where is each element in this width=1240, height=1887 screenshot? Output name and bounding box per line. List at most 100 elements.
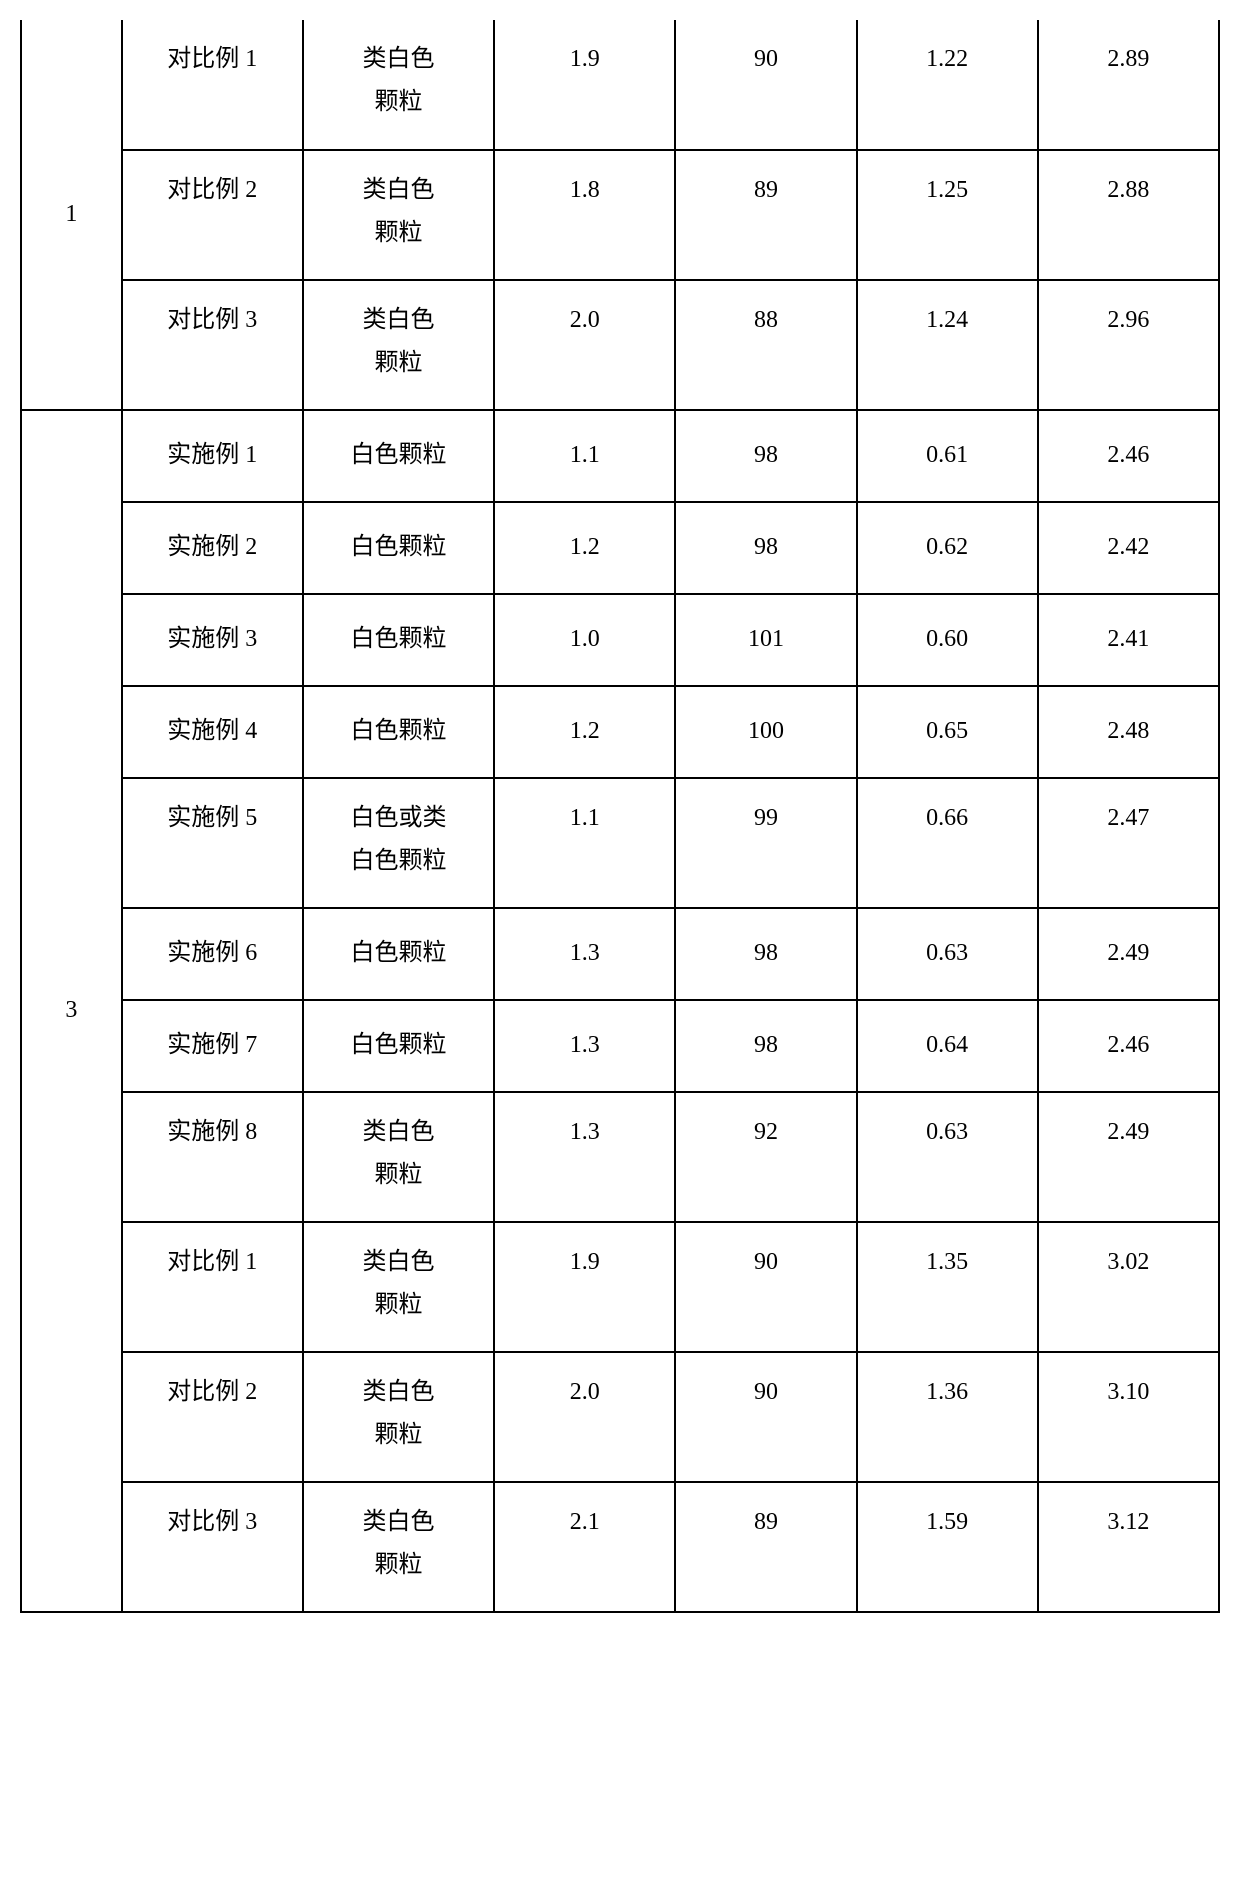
description-line1: 白色颗粒 — [351, 618, 447, 661]
description-line1: 白色颗粒 — [351, 932, 447, 975]
value-1: 1.9 — [570, 38, 600, 81]
value-3: 1.24 — [926, 299, 968, 342]
sample-label: 实施例 1 — [167, 434, 257, 477]
sample-cell: 对比例 2 — [122, 150, 303, 280]
value-3: 1.35 — [926, 1241, 968, 1284]
value-cell-4: 2.48 — [1038, 686, 1219, 778]
value-1: 1.2 — [570, 526, 600, 569]
value-4: 2.89 — [1107, 38, 1149, 81]
value-1: 1.3 — [570, 1111, 600, 1154]
sample-label: 实施例 4 — [167, 710, 257, 753]
group-id: 3 — [65, 997, 77, 1023]
description-line2: 颗粒 — [375, 342, 423, 385]
sample-label: 实施例 2 — [167, 526, 257, 569]
description-cell: 类白色颗粒 — [303, 1092, 494, 1222]
description-line1: 白色或类 — [351, 797, 447, 840]
value-3: 0.63 — [926, 1111, 968, 1154]
value-cell-3: 1.59 — [857, 1482, 1038, 1612]
value-cell-2: 98 — [675, 410, 856, 502]
value-1: 1.0 — [570, 618, 600, 661]
value-4: 3.12 — [1107, 1501, 1149, 1544]
value-cell-4: 3.10 — [1038, 1352, 1219, 1482]
value-1: 1.8 — [570, 169, 600, 212]
description-cell: 类白色颗粒 — [303, 1482, 494, 1612]
description-line2: 颗粒 — [375, 1154, 423, 1197]
data-table: 1对比例 1类白色颗粒1.9901.222.89对比例 2类白色颗粒1.8891… — [20, 20, 1220, 1613]
value-cell-3: 1.36 — [857, 1352, 1038, 1482]
value-2: 89 — [754, 169, 778, 212]
value-1: 2.0 — [570, 1371, 600, 1414]
value-2: 90 — [754, 1371, 778, 1414]
value-cell-4: 2.89 — [1038, 20, 1219, 150]
value-cell-3: 0.64 — [857, 1000, 1038, 1092]
value-cell-3: 0.66 — [857, 778, 1038, 908]
table-row: 3实施例 1白色颗粒1.1980.612.46 — [21, 410, 1219, 502]
table-row: 实施例 3白色颗粒1.01010.602.41 — [21, 594, 1219, 686]
description-cell: 类白色颗粒 — [303, 1352, 494, 1482]
value-cell-1: 2.0 — [494, 1352, 675, 1482]
value-cell-2: 98 — [675, 908, 856, 1000]
value-cell-4: 2.88 — [1038, 150, 1219, 280]
value-1: 1.3 — [570, 1024, 600, 1067]
description-cell: 白色颗粒 — [303, 686, 494, 778]
value-4: 2.47 — [1107, 797, 1149, 840]
table-row: 对比例 2类白色颗粒2.0901.363.10 — [21, 1352, 1219, 1482]
value-3: 0.66 — [926, 797, 968, 840]
description-cell: 白色颗粒 — [303, 594, 494, 686]
sample-cell: 实施例 1 — [122, 410, 303, 502]
value-cell-1: 1.9 — [494, 20, 675, 150]
value-3: 0.62 — [926, 526, 968, 569]
table-row: 1对比例 1类白色颗粒1.9901.222.89 — [21, 20, 1219, 150]
sample-label: 对比例 3 — [167, 1501, 257, 1544]
sample-cell: 实施例 6 — [122, 908, 303, 1000]
description-line1: 类白色 — [363, 299, 435, 342]
value-cell-1: 1.3 — [494, 1000, 675, 1092]
value-cell-3: 0.61 — [857, 410, 1038, 502]
value-1: 1.1 — [570, 434, 600, 477]
value-cell-4: 2.47 — [1038, 778, 1219, 908]
value-cell-1: 1.3 — [494, 908, 675, 1000]
table-row: 对比例 1类白色颗粒1.9901.353.02 — [21, 1222, 1219, 1352]
value-cell-4: 2.46 — [1038, 410, 1219, 502]
value-2: 98 — [754, 526, 778, 569]
description-line1: 白色颗粒 — [351, 1024, 447, 1067]
value-cell-1: 1.3 — [494, 1092, 675, 1222]
value-cell-3: 1.25 — [857, 150, 1038, 280]
value-3: 1.25 — [926, 169, 968, 212]
value-cell-1: 1.2 — [494, 502, 675, 594]
value-2: 100 — [748, 710, 784, 753]
value-cell-4: 2.46 — [1038, 1000, 1219, 1092]
description-line1: 类白色 — [363, 1371, 435, 1414]
value-cell-2: 100 — [675, 686, 856, 778]
value-4: 3.02 — [1107, 1241, 1149, 1284]
description-line2: 颗粒 — [375, 81, 423, 124]
value-cell-4: 2.49 — [1038, 908, 1219, 1000]
value-4: 2.41 — [1107, 618, 1149, 661]
table-row: 实施例 4白色颗粒1.21000.652.48 — [21, 686, 1219, 778]
value-4: 2.48 — [1107, 710, 1149, 753]
value-cell-2: 99 — [675, 778, 856, 908]
table-row: 实施例 6白色颗粒1.3980.632.49 — [21, 908, 1219, 1000]
value-4: 2.46 — [1107, 1024, 1149, 1067]
table-row: 实施例 5白色或类白色颗粒1.1990.662.47 — [21, 778, 1219, 908]
value-cell-1: 2.0 — [494, 280, 675, 410]
group-id-cell: 3 — [21, 410, 122, 1612]
description-line2: 颗粒 — [375, 1414, 423, 1457]
value-cell-2: 90 — [675, 20, 856, 150]
value-4: 2.42 — [1107, 526, 1149, 569]
description-line2: 白色颗粒 — [351, 840, 447, 883]
value-cell-3: 1.22 — [857, 20, 1038, 150]
description-line1: 类白色 — [363, 38, 435, 81]
value-2: 88 — [754, 299, 778, 342]
description-line1: 白色颗粒 — [351, 710, 447, 753]
description-line1: 白色颗粒 — [351, 434, 447, 477]
value-cell-2: 101 — [675, 594, 856, 686]
sample-label: 实施例 6 — [167, 932, 257, 975]
description-line1: 类白色 — [363, 1111, 435, 1154]
value-3: 0.61 — [926, 434, 968, 477]
value-cell-3: 1.35 — [857, 1222, 1038, 1352]
value-cell-2: 98 — [675, 502, 856, 594]
table-row: 对比例 3类白色颗粒2.0881.242.96 — [21, 280, 1219, 410]
description-cell: 白色或类白色颗粒 — [303, 778, 494, 908]
sample-cell: 对比例 3 — [122, 1482, 303, 1612]
